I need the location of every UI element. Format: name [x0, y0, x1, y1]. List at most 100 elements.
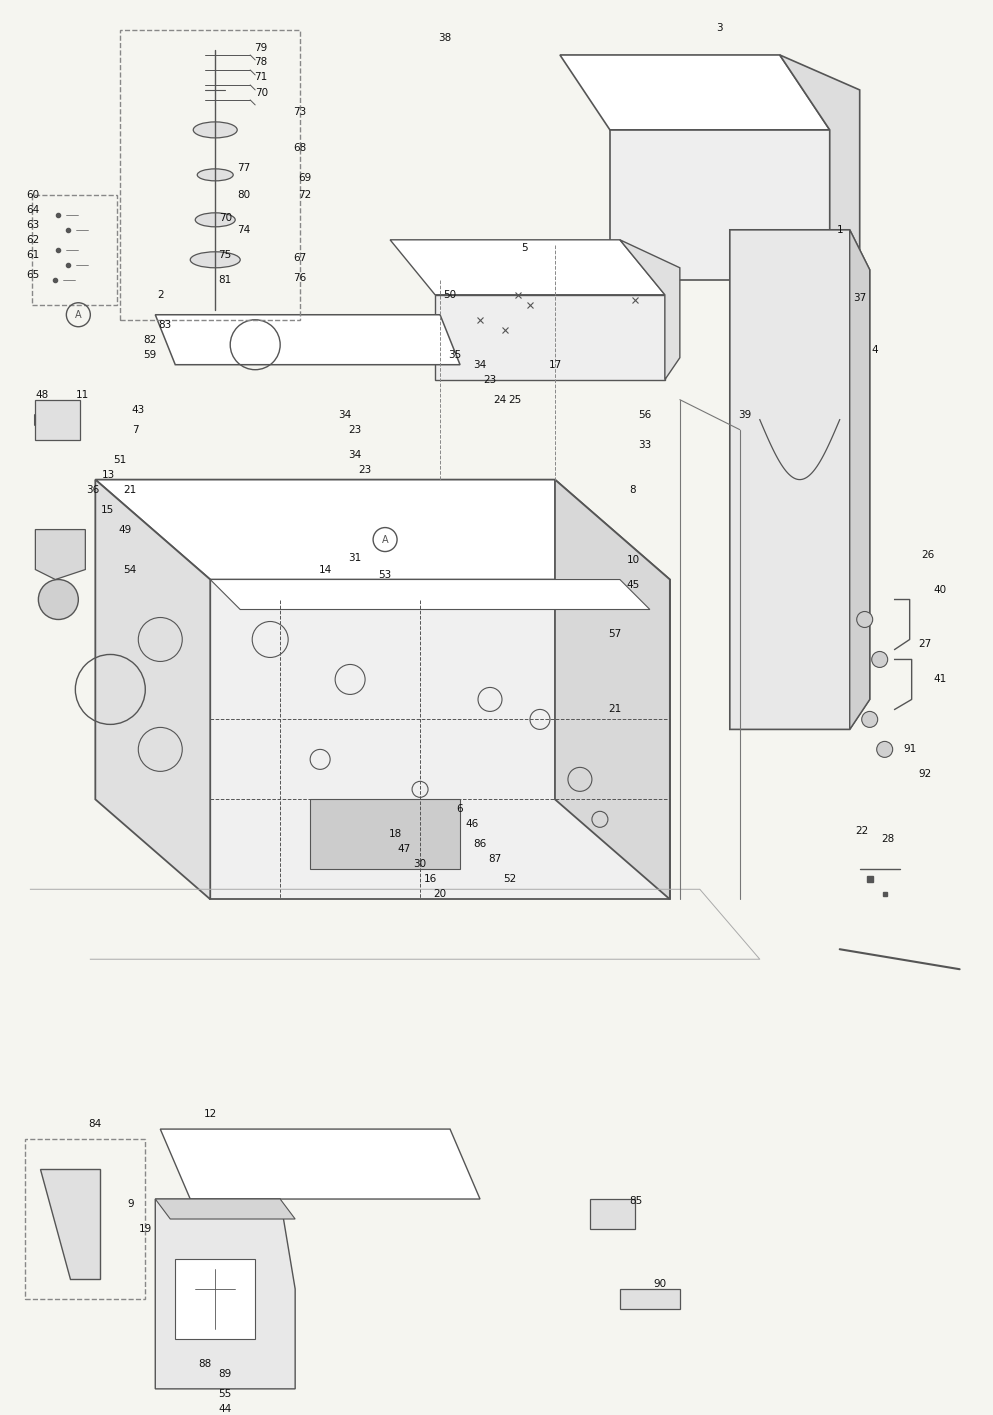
Polygon shape — [620, 239, 680, 379]
Text: 50: 50 — [444, 290, 457, 300]
Text: 84: 84 — [88, 1119, 102, 1129]
Text: 15: 15 — [100, 505, 114, 515]
Text: 16: 16 — [423, 874, 437, 884]
Text: 5: 5 — [521, 243, 528, 253]
Text: 23: 23 — [484, 375, 496, 385]
Text: 49: 49 — [119, 525, 132, 535]
Text: 62: 62 — [26, 235, 39, 245]
Text: 65: 65 — [26, 270, 39, 280]
Text: 92: 92 — [918, 770, 931, 780]
Text: 63: 63 — [26, 219, 39, 229]
Text: 13: 13 — [101, 470, 115, 480]
Text: 25: 25 — [508, 395, 521, 405]
Text: 22: 22 — [855, 826, 868, 836]
Polygon shape — [610, 130, 830, 280]
Bar — [33, 195, 117, 304]
Text: 91: 91 — [903, 744, 917, 754]
Text: 30: 30 — [413, 859, 427, 869]
Ellipse shape — [194, 122, 237, 137]
Text: 37: 37 — [853, 293, 866, 303]
Text: 40: 40 — [933, 584, 946, 594]
Text: 45: 45 — [627, 580, 639, 590]
Text: 10: 10 — [627, 555, 639, 565]
Circle shape — [872, 651, 888, 668]
Text: 27: 27 — [918, 640, 931, 649]
Text: 81: 81 — [218, 275, 231, 284]
Polygon shape — [555, 480, 670, 900]
Text: A: A — [75, 310, 81, 320]
Text: 35: 35 — [449, 350, 462, 359]
Text: 52: 52 — [503, 874, 516, 884]
Polygon shape — [36, 529, 85, 580]
Text: 79: 79 — [254, 42, 268, 52]
Text: 19: 19 — [139, 1224, 152, 1234]
Polygon shape — [155, 314, 460, 365]
Text: 60: 60 — [26, 190, 39, 200]
Polygon shape — [211, 580, 670, 900]
Text: 70: 70 — [254, 88, 268, 98]
Text: 90: 90 — [653, 1279, 666, 1289]
Polygon shape — [36, 399, 80, 440]
Polygon shape — [850, 229, 870, 729]
Polygon shape — [160, 1129, 480, 1199]
Circle shape — [877, 741, 893, 757]
Text: 21: 21 — [124, 484, 137, 495]
Text: 51: 51 — [113, 454, 127, 464]
Text: 4: 4 — [872, 345, 878, 355]
Text: 71: 71 — [254, 72, 268, 82]
Text: 78: 78 — [254, 57, 268, 67]
Text: 88: 88 — [199, 1358, 212, 1368]
Polygon shape — [155, 1199, 295, 1218]
Polygon shape — [560, 55, 830, 130]
Text: 26: 26 — [922, 549, 934, 559]
Text: 21: 21 — [609, 705, 622, 715]
Text: 72: 72 — [299, 190, 312, 200]
Text: 39: 39 — [738, 410, 752, 420]
Text: 28: 28 — [881, 835, 895, 845]
Text: 69: 69 — [299, 173, 312, 183]
Text: 48: 48 — [36, 389, 49, 399]
Text: 55: 55 — [218, 1390, 231, 1399]
Text: 38: 38 — [439, 33, 452, 42]
Text: 73: 73 — [294, 108, 307, 117]
Polygon shape — [730, 229, 870, 729]
Text: 1: 1 — [836, 225, 843, 235]
Text: 87: 87 — [489, 855, 501, 865]
Ellipse shape — [191, 252, 240, 267]
Polygon shape — [780, 55, 860, 280]
Text: 76: 76 — [294, 273, 307, 283]
Polygon shape — [211, 580, 649, 610]
Text: 12: 12 — [204, 1109, 216, 1119]
Polygon shape — [95, 480, 670, 580]
Text: 67: 67 — [294, 253, 307, 263]
Text: 68: 68 — [294, 143, 307, 153]
Ellipse shape — [198, 168, 233, 181]
Text: 24: 24 — [494, 395, 506, 405]
Text: 74: 74 — [237, 225, 251, 235]
Text: 9: 9 — [127, 1199, 134, 1208]
Circle shape — [862, 712, 878, 727]
Text: 6: 6 — [457, 804, 464, 815]
Text: 53: 53 — [378, 569, 391, 580]
Ellipse shape — [196, 212, 235, 226]
Text: 75: 75 — [218, 250, 231, 260]
Text: 23: 23 — [358, 464, 371, 474]
Text: 80: 80 — [237, 190, 251, 200]
Polygon shape — [310, 799, 460, 869]
Text: 86: 86 — [474, 839, 487, 849]
Text: 41: 41 — [933, 675, 946, 685]
Text: 89: 89 — [218, 1368, 231, 1378]
Polygon shape — [41, 1169, 100, 1279]
Text: 18: 18 — [388, 829, 402, 839]
Bar — [620, 1289, 680, 1309]
Bar — [120, 30, 300, 320]
Text: 77: 77 — [237, 163, 251, 173]
Text: 31: 31 — [349, 552, 361, 563]
Text: 54: 54 — [124, 565, 137, 574]
Polygon shape — [175, 1259, 255, 1339]
Text: 56: 56 — [638, 410, 651, 420]
Text: 43: 43 — [132, 405, 145, 415]
Text: 47: 47 — [397, 845, 411, 855]
Text: 11: 11 — [75, 389, 89, 399]
Circle shape — [39, 580, 78, 620]
